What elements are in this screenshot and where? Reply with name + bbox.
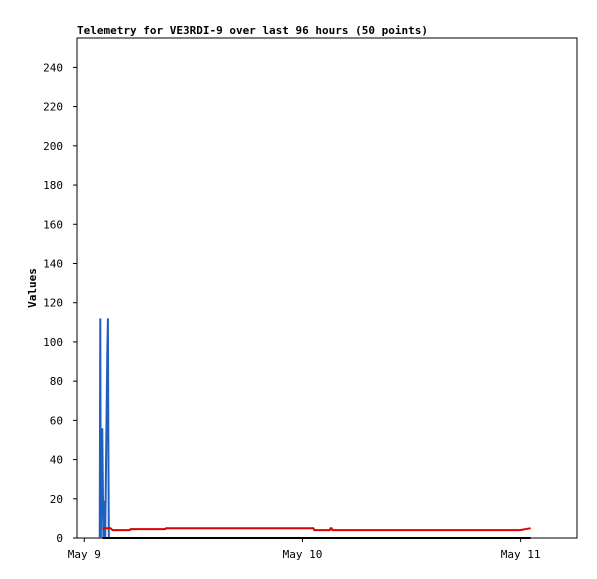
y-tick-label: 80 <box>50 375 63 388</box>
y-tick-label: 60 <box>50 414 63 427</box>
y-tick-label: 220 <box>43 101 63 114</box>
y-tick-label: 160 <box>43 218 63 231</box>
y-tick-label: 240 <box>43 61 63 74</box>
y-tick-label: 180 <box>43 179 63 192</box>
plot-frame <box>76 37 578 539</box>
chart-title: Telemetry for VE3RDI-9 over last 96 hour… <box>77 24 428 37</box>
x-tick-label: May 10 <box>283 548 323 561</box>
y-tick-label: 0 <box>56 532 63 545</box>
x-tick-label: May 11 <box>501 548 541 561</box>
x-tick-label: May 9 <box>68 548 101 561</box>
series-line <box>102 527 531 532</box>
series-line <box>98 318 110 539</box>
y-tick-label: 140 <box>43 257 63 270</box>
y-tick-label: 20 <box>50 493 63 506</box>
y-tick-label: 100 <box>43 336 63 349</box>
y-tick-label: 200 <box>43 140 63 153</box>
y-axis-label: Values <box>26 268 39 308</box>
y-tick-label: 120 <box>43 297 63 310</box>
y-tick-label: 40 <box>50 454 63 467</box>
